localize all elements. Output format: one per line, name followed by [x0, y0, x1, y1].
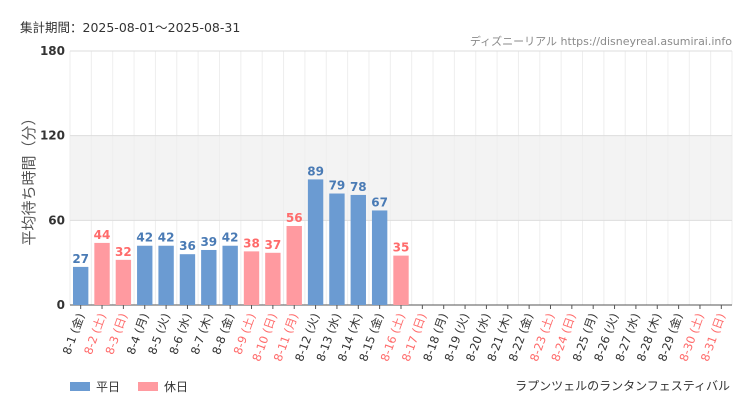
source-credit[interactable]: ディズニーリアル https://disneyreal.asumirai.inf…: [469, 35, 732, 48]
bar-value-label: 37: [265, 238, 282, 252]
bar-value-label: 39: [200, 235, 217, 249]
legend: 平日 休日: [70, 378, 188, 395]
legend-item-holiday: 休日: [138, 378, 188, 395]
bar: [371, 210, 388, 305]
bar: [265, 252, 281, 305]
bar: [329, 193, 345, 305]
y-tick-label: 0: [57, 298, 65, 312]
bar-value-label: 78: [350, 180, 367, 194]
attraction-title: ラプンツェルのランタンフェスティバル: [515, 379, 730, 393]
bar-value-label: 35: [393, 241, 410, 255]
bar-value-label: 27: [72, 252, 89, 266]
y-tick-label: 120: [40, 129, 65, 143]
bar: [350, 194, 366, 305]
bar: [94, 242, 110, 305]
period-label: 集計期間：2025-08-01～2025-08-31: [20, 20, 241, 35]
bar: [393, 255, 409, 305]
bar: [72, 266, 89, 305]
bar-value-label: 36: [179, 239, 196, 253]
bar: [179, 254, 196, 305]
legend-item-weekday: 平日: [70, 378, 120, 395]
shaded-band: [70, 135, 732, 221]
bar-value-label: 67: [371, 195, 388, 209]
bar: [115, 259, 132, 305]
bar: [222, 245, 238, 305]
y-tick-label: 180: [40, 44, 65, 58]
legend-label-holiday: 休日: [164, 380, 189, 394]
bar-value-label: 38: [243, 236, 260, 250]
bar-value-label: 56: [286, 211, 303, 225]
bar-value-label: 42: [158, 231, 175, 245]
bar: [201, 249, 217, 305]
y-tick-label: 60: [48, 213, 65, 227]
bar-value-label: 42: [222, 231, 239, 245]
legend-swatch-holiday: [138, 382, 159, 391]
bar-value-label: 89: [307, 164, 324, 178]
bar-value-label: 79: [329, 179, 346, 193]
y-axis-title: 平均待ち時間（分）: [20, 110, 38, 245]
bar-value-label: 32: [115, 245, 132, 259]
bar: [158, 245, 174, 305]
legend-swatch-weekday: [70, 382, 90, 391]
legend-label-weekday: 平日: [96, 380, 121, 394]
bar: [137, 245, 153, 305]
bar-value-label: 42: [136, 231, 153, 245]
bar-value-label: 44: [94, 228, 111, 242]
bar: [307, 179, 324, 305]
bar: [286, 225, 302, 305]
bar: [243, 251, 260, 305]
